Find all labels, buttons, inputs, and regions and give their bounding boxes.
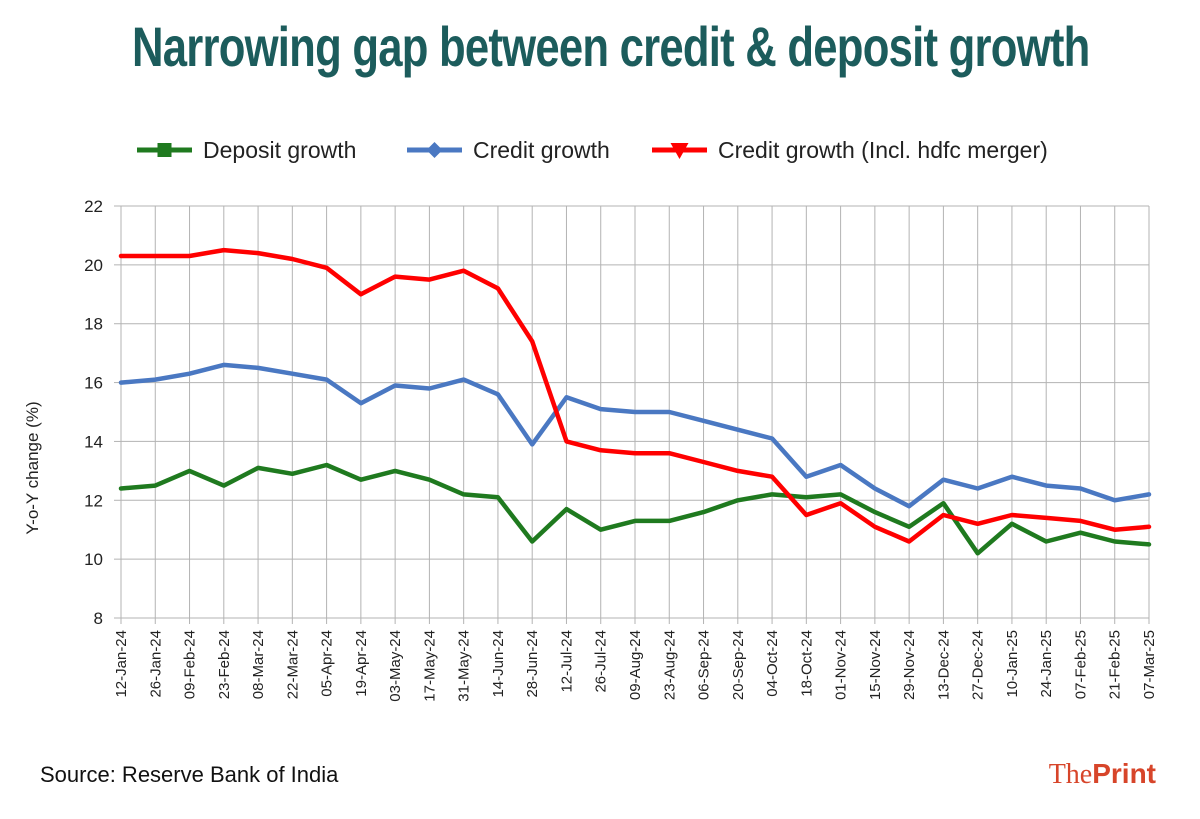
x-tick-label: 21-Feb-25 [1107,630,1124,699]
x-tick-label: 23-Feb-24 [216,630,233,699]
x-tick-label: 28-Jun-24 [524,630,541,698]
y-tick-label: 18 [84,315,103,334]
brand-logo-print: Print [1092,758,1156,789]
legend-marker-square [157,143,172,157]
x-tick-label: 12-Jul-24 [558,630,575,693]
legend-label: Credit growth (Incl. hdfc merger) [718,137,1048,163]
legend-item-credit-growth-incl-hdfc-merger: Credit growth (Incl. hdfc merger) [652,137,1048,163]
y-tick-label: 16 [84,374,103,393]
legend-marker-diamond [426,142,443,158]
x-tick-label: 24-Jan-25 [1038,630,1055,698]
x-tick-label: 03-May-24 [387,630,404,702]
x-tick-label: 29-Nov-24 [901,630,918,700]
x-tick-label: 17-May-24 [421,630,438,702]
x-tick-label: 20-Sep-24 [730,630,747,700]
legend-label: Deposit growth [203,137,356,163]
x-tick-label: 12-Jan-24 [113,630,130,698]
legend-item-credit-growth: Credit growth [407,137,610,163]
x-tick-label: 01-Nov-24 [833,630,850,700]
series-lines [118,247,1152,556]
legend-item-deposit-growth: Deposit growth [137,137,356,163]
x-tick-label: 05-Apr-24 [319,630,336,697]
series-line-deposit-growth [118,462,1152,556]
x-tick-label: 23-Aug-24 [661,630,678,700]
y-tick-labels: 8 10 12 14 16 18 20 22 [84,197,103,628]
x-tick-label: 26-Jul-24 [593,630,610,693]
y-tick-label: 22 [84,197,103,216]
x-tick-label: 15-Nov-24 [867,630,884,700]
chart-title: Narrowing gap between credit & deposit g… [132,15,1090,78]
y-tick-label: 10 [84,550,103,569]
brand-logo: ThePrint [1049,758,1156,791]
x-tick-label: 06-Sep-24 [696,630,713,700]
legend: Deposit growth Credit growth Credit growth… [137,137,1048,163]
y-tick-label: 8 [94,609,103,628]
series-line-credit-growth [118,362,1152,509]
source-note: Source: Reserve Bank of India [40,762,339,787]
x-tick-label: 10-Jan-25 [1004,630,1021,698]
x-tick-label: 07-Mar-25 [1141,630,1158,699]
axes [114,205,1149,619]
grid [120,205,1150,624]
brand-logo-the: The [1048,759,1093,790]
y-axis-label: Y-o-Y change (%) [23,401,42,534]
legend-marker-triangle [670,143,689,159]
x-tick-label: 04-Oct-24 [764,630,781,697]
x-tick-label: 27-Dec-24 [970,630,987,700]
x-tick-label: 08-Mar-24 [250,630,267,699]
x-tick-label: 07-Feb-25 [1072,630,1089,699]
y-tick-label: 12 [84,491,103,510]
legend-label: Credit growth [473,137,610,163]
x-tick-label: 22-Mar-24 [284,630,301,699]
x-tick-label: 13-Dec-24 [935,630,952,700]
x-tick-label: 09-Aug-24 [627,630,644,700]
x-tick-label: 31-May-24 [456,630,473,702]
series-line-credit-growth-incl-hdfc-merger [118,247,1152,544]
x-tick-label: 26-Jan-24 [147,630,164,698]
x-tick-labels: 12-Jan-24 26-Jan-24 09-Feb-24 23-Feb-24 08-M… [113,630,1158,702]
x-tick-label: 14-Jun-24 [490,630,507,698]
x-tick-label: 18-Oct-24 [798,630,815,697]
x-tick-label: 19-Apr-24 [353,630,370,697]
x-tick-label: 09-Feb-24 [182,630,199,699]
y-tick-label: 20 [84,256,103,275]
y-tick-label: 14 [84,432,103,451]
